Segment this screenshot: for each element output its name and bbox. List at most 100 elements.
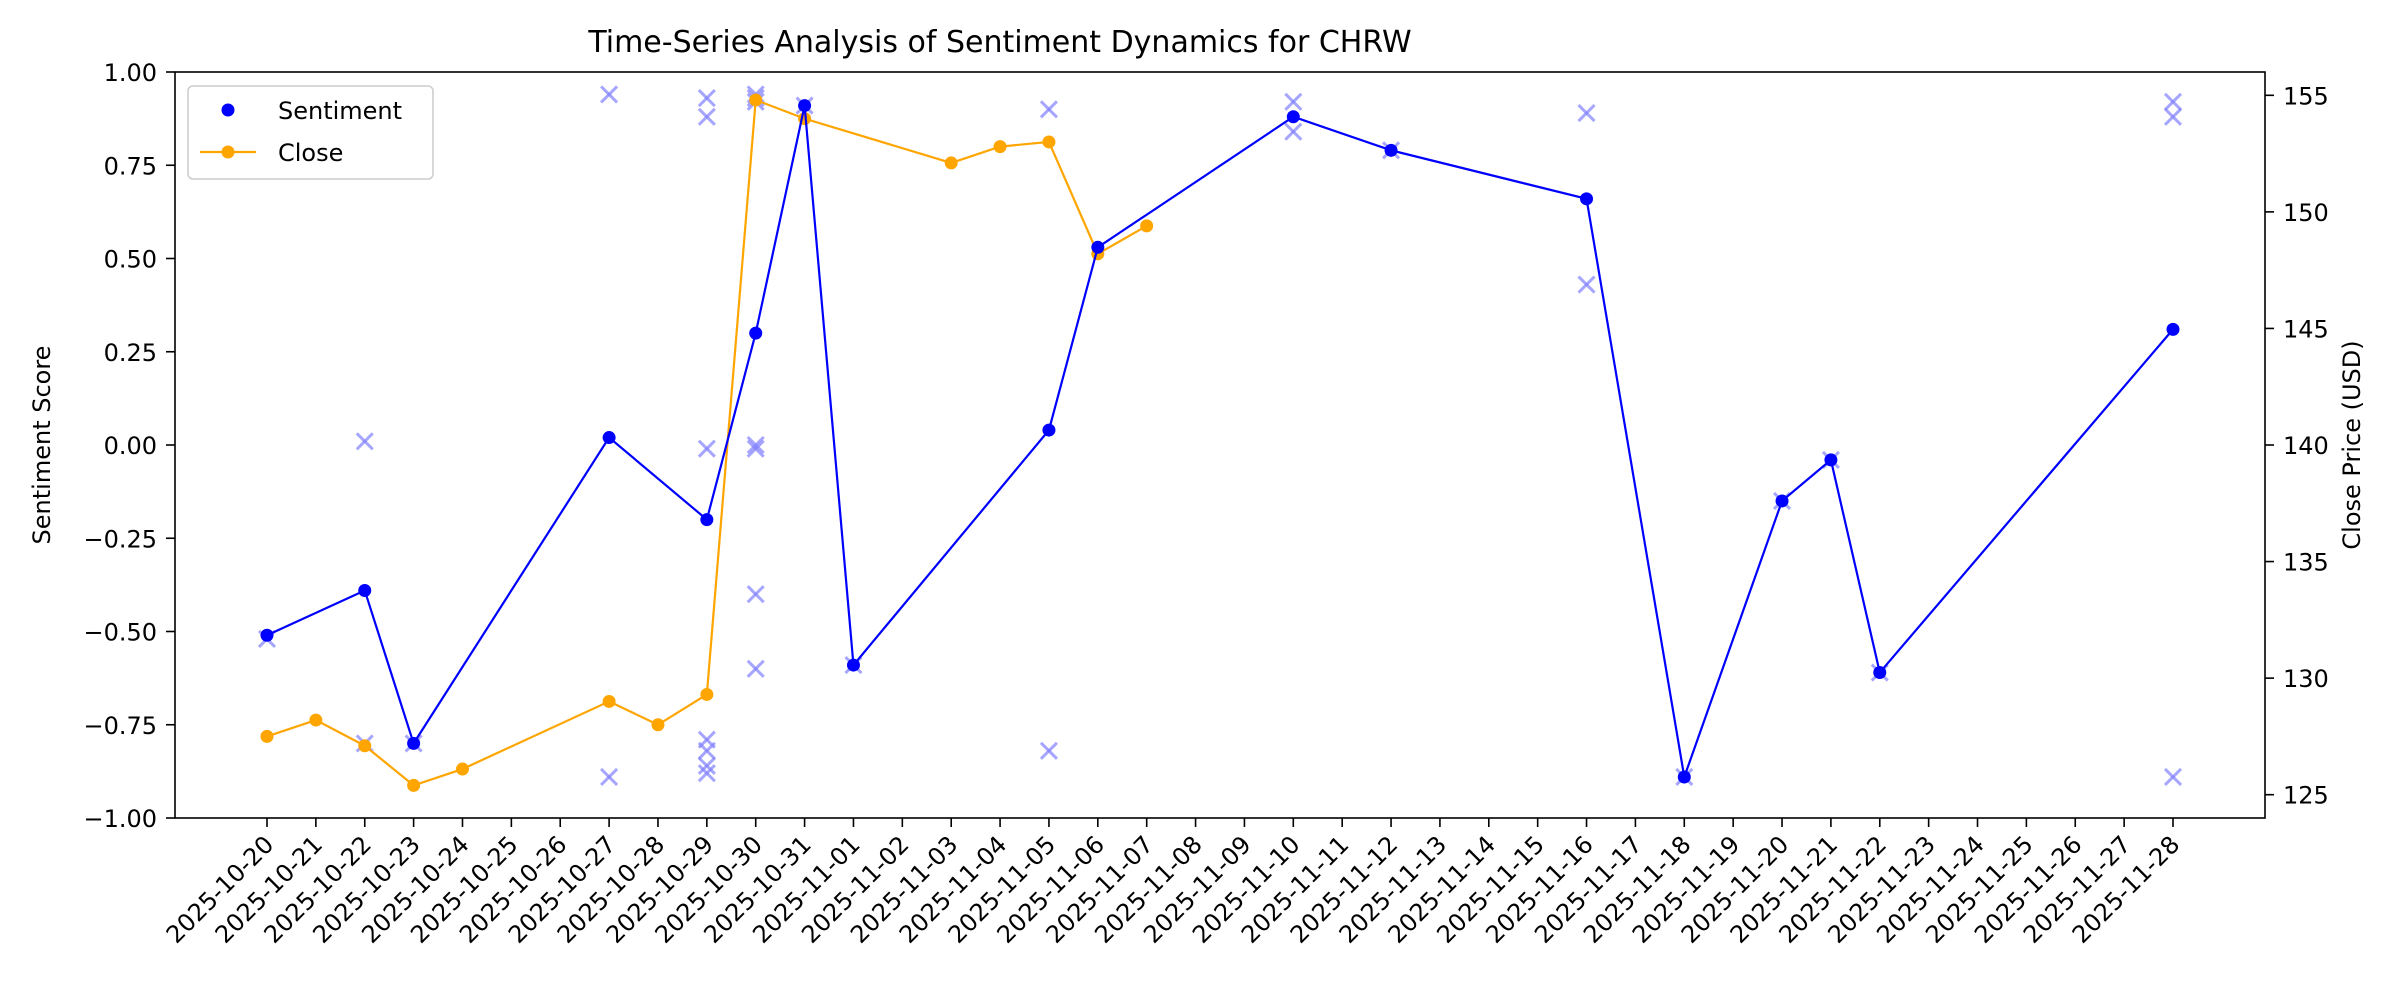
sentiment-line [266, 105, 2174, 782]
raw-marker-stroke [697, 741, 716, 760]
y-tick-label: −1.00 [83, 805, 157, 833]
raw-sentiment-marker [600, 85, 619, 104]
sentiment-point [1091, 240, 1105, 254]
raw-sentiment-marker [1284, 122, 1303, 141]
close-line [266, 98, 1148, 787]
close-point [455, 762, 469, 776]
y-tick-label: 1.00 [104, 59, 157, 87]
raw-sentiment-marker [355, 432, 374, 451]
y-tick-label: 0.25 [104, 339, 157, 367]
sentiment-point [602, 431, 616, 445]
raw-sentiment-marker [1284, 92, 1303, 111]
raw-sentiment-marker [2163, 107, 2183, 126]
raw-marker-stroke [1039, 741, 1059, 760]
sentiment-point [1873, 666, 1887, 680]
legend-close-marker [221, 145, 235, 159]
raw-sentiment-marker [1039, 741, 1059, 760]
close-point [651, 718, 665, 732]
sentiment-point [1824, 453, 1838, 467]
raw-marker-stroke [746, 439, 765, 458]
raw-marker-stroke [1577, 103, 1596, 123]
raw-sentiment-marker [2163, 92, 2183, 111]
sentiment-point [1286, 110, 1300, 124]
y2-tick-label: 135 [2283, 549, 2329, 577]
raw-marker-stroke [697, 764, 716, 783]
close-point [407, 778, 421, 792]
y2-tick-label: 150 [2283, 199, 2329, 227]
y-tick-label: 0.00 [104, 432, 157, 460]
close-point [1042, 135, 1056, 149]
raw-sentiment-marker [2163, 767, 2183, 787]
raw-marker-stroke [2163, 92, 2183, 111]
axes: −1.00 −0.75 −0.50 −0.25 0.00 0.25 0.50 0.75 1.00… [83, 59, 2328, 949]
raw-sentiment-marker [697, 439, 716, 458]
raw-sentiment-marker [746, 435, 765, 455]
legend-close-label: Close [278, 139, 343, 167]
y-tick-label: −0.25 [83, 525, 157, 553]
raw-marker-stroke [2163, 767, 2183, 787]
sentiment-point [260, 628, 274, 642]
sentiment-point [798, 99, 812, 113]
y-tick-label: −0.75 [83, 712, 157, 740]
y2-tick-label: 130 [2283, 665, 2329, 693]
plot-frame [174, 71, 2266, 819]
raw-marker-stroke [746, 585, 765, 604]
raw-marker-stroke [697, 107, 716, 126]
raw-marker-stroke [2163, 107, 2183, 126]
close-point [1140, 219, 1154, 233]
y2-tick-label: 155 [2283, 82, 2329, 110]
raw-marker-stroke [600, 767, 619, 787]
raw-sentiment-marker [746, 659, 765, 678]
y-tick-label: 0.75 [104, 152, 157, 180]
raw-marker-stroke [697, 439, 716, 458]
raw-marker-stroke [1039, 100, 1059, 119]
raw-marker-stroke [746, 435, 765, 455]
legend: Sentiment Close [187, 85, 434, 180]
close-point [749, 93, 763, 107]
raw-marker-stroke [697, 89, 716, 108]
raw-marker-stroke [746, 659, 765, 678]
raw-sentiment-marker [600, 767, 619, 787]
raw-sentiment-marker [697, 107, 716, 126]
y2-tick-label: 140 [2283, 432, 2329, 460]
raw-sentiment-marker [1577, 275, 1596, 294]
sentiment-point [2166, 322, 2180, 336]
close-point [309, 713, 323, 727]
sentiment-point [700, 513, 714, 527]
raw-sentiment-marker [697, 741, 716, 760]
legend-sentiment-marker [221, 103, 235, 117]
sentiment-point [846, 658, 860, 672]
close-point [944, 156, 958, 170]
y-axis-label: Sentiment Score [28, 346, 56, 545]
raw-marker-stroke [1577, 275, 1596, 294]
sentiment-point [1042, 423, 1056, 437]
close-point [700, 687, 714, 701]
close-point [602, 694, 616, 708]
chart-title: Time-Series Analysis of Sentiment Dynami… [587, 25, 1411, 60]
sentiment-point [407, 736, 421, 750]
raw-marker-stroke [355, 432, 374, 451]
raw-sentiment-marker [697, 756, 716, 775]
y2-tick-label: 145 [2283, 315, 2329, 343]
raw-sentiment-marker [697, 89, 716, 108]
sentiment-point [358, 583, 372, 597]
raw-sentiment-marker [1577, 103, 1596, 123]
y2-tick-label: 125 [2283, 782, 2329, 810]
raw-marker-stroke [1284, 92, 1303, 111]
raw-marker-stroke [600, 85, 619, 104]
raw-marker-stroke [1284, 122, 1303, 141]
raw-marker-stroke [697, 756, 716, 775]
sentiment-point [1677, 770, 1691, 784]
raw-sentiment-marker [746, 585, 765, 604]
close-point [993, 140, 1007, 154]
plot-marks [257, 85, 2183, 792]
sentiment-point [749, 326, 763, 340]
legend-sentiment-label: Sentiment [278, 97, 402, 125]
sentiment-point [1384, 143, 1398, 157]
close-point [358, 739, 372, 753]
raw-sentiment-marker [1039, 100, 1059, 119]
close-point [260, 729, 274, 743]
legend-box [187, 85, 434, 180]
